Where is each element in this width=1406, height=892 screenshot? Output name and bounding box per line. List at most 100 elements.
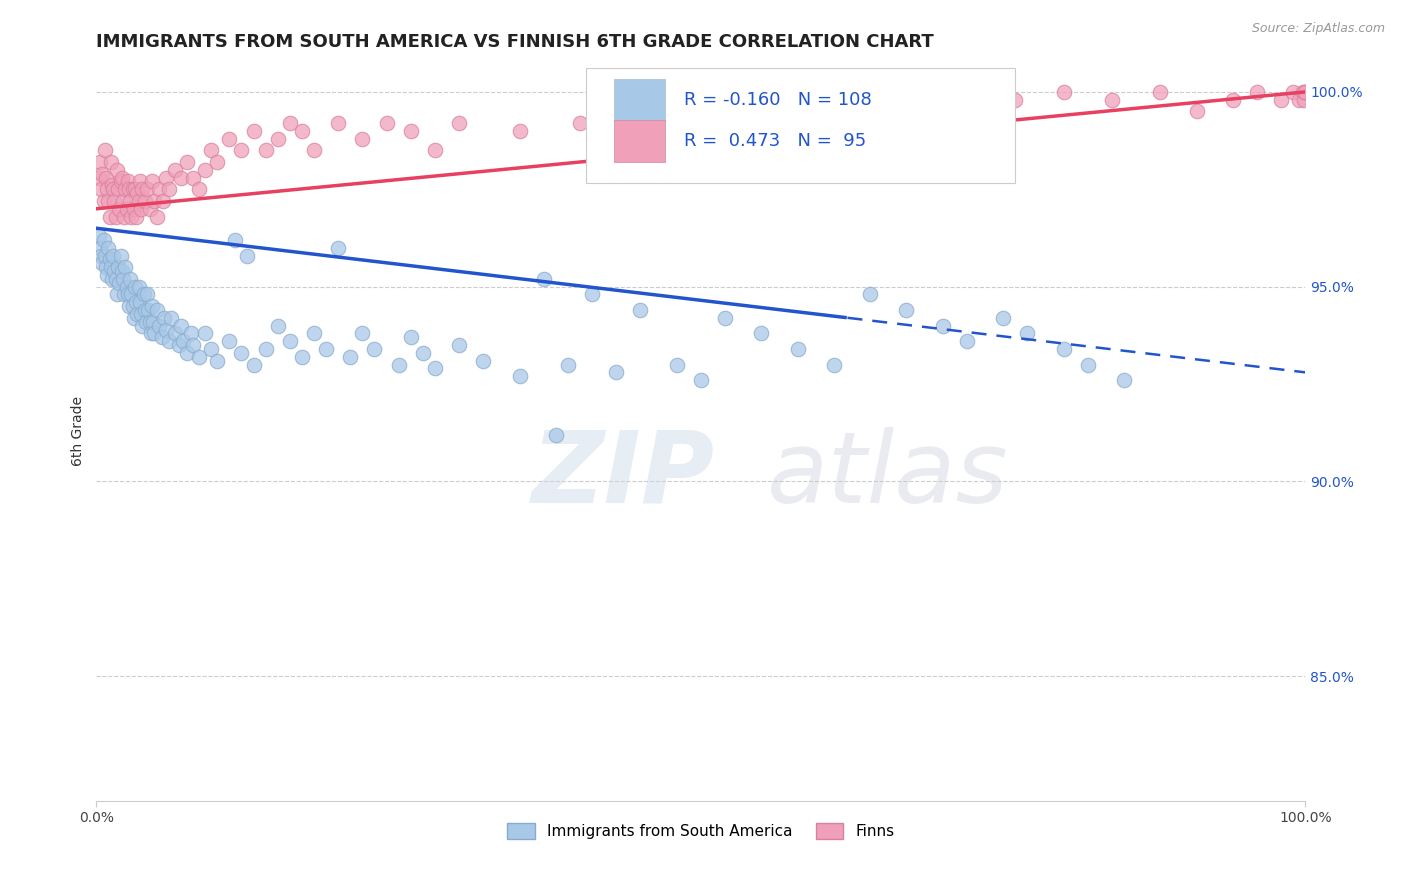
Point (1270, 93, 1292, 107)
Point (1004, 93, 1026, 107)
Point (267, 131, 290, 145)
Point (138, 315, 160, 329)
Point (339, 350, 361, 364)
Point (131, 182, 153, 196)
Point (127, 307, 149, 321)
Point (605, 144, 627, 158)
Point (96, 182, 118, 196)
Point (180, 326, 202, 341)
Point (115, 202, 138, 216)
Text: Source: ZipAtlas.com: Source: ZipAtlas.com (1251, 22, 1385, 36)
Point (141, 174, 163, 188)
Point (101, 178, 124, 193)
Point (665, 358, 688, 372)
Point (1052, 342, 1074, 356)
Point (328, 241, 350, 255)
Point (146, 210, 169, 224)
Point (399, 124, 422, 138)
Point (181, 338, 204, 352)
Point (641, 131, 664, 145)
Point (150, 330, 173, 344)
Point (134, 303, 156, 318)
Point (956, 334, 979, 349)
Point (859, 287, 882, 301)
FancyBboxPatch shape (586, 68, 1015, 183)
Point (122, 202, 145, 216)
Point (111, 170, 134, 185)
Point (176, 346, 198, 360)
Point (423, 361, 446, 376)
Point (907, 93, 929, 107)
Point (125, 210, 148, 224)
Point (108, 276, 131, 290)
Point (508, 369, 530, 384)
Point (678, 116, 700, 130)
Point (218, 334, 240, 349)
Point (118, 182, 141, 196)
Text: ZIP: ZIP (531, 426, 714, 524)
Point (399, 330, 422, 344)
Point (107, 260, 129, 275)
Point (111, 264, 134, 278)
Point (207, 155, 229, 169)
Point (100, 260, 122, 275)
Point (117, 174, 139, 188)
FancyBboxPatch shape (614, 120, 665, 162)
Point (160, 310, 183, 325)
Point (1052, 85, 1074, 99)
Point (224, 233, 246, 247)
Point (118, 299, 141, 313)
Point (1294, 93, 1316, 107)
Point (152, 194, 174, 208)
Point (94, 260, 117, 275)
Point (1292, 85, 1315, 99)
Point (278, 116, 301, 130)
Point (127, 186, 149, 201)
Point (101, 272, 124, 286)
Point (508, 124, 530, 138)
Point (176, 155, 198, 169)
Point (1246, 85, 1268, 99)
Point (93, 194, 115, 208)
Point (117, 287, 139, 301)
Point (375, 116, 398, 130)
Point (291, 124, 314, 138)
Point (103, 194, 125, 208)
Point (128, 295, 150, 310)
Point (89, 241, 111, 255)
Point (120, 272, 142, 286)
Point (200, 144, 222, 158)
Point (423, 144, 446, 158)
Point (104, 272, 127, 286)
Point (121, 299, 143, 313)
Point (1288, 93, 1310, 107)
Point (170, 318, 193, 333)
Point (163, 326, 186, 341)
Point (135, 315, 157, 329)
Point (231, 346, 253, 360)
Point (1149, 85, 1171, 99)
Point (90, 248, 112, 262)
Point (181, 170, 204, 185)
Point (231, 144, 253, 158)
Point (194, 162, 217, 177)
Point (114, 182, 136, 196)
Point (1112, 373, 1135, 387)
Point (172, 334, 194, 349)
Point (328, 116, 350, 130)
Point (1185, 104, 1208, 119)
Point (112, 287, 135, 301)
Point (114, 260, 136, 275)
Point (143, 326, 166, 341)
Point (120, 194, 142, 208)
Point (90, 182, 112, 196)
Point (628, 303, 651, 318)
Point (89, 155, 111, 169)
Point (254, 144, 277, 158)
Point (557, 358, 579, 372)
Point (120, 210, 142, 224)
Point (1222, 93, 1244, 107)
Point (87, 170, 110, 185)
Point (167, 338, 190, 352)
Point (110, 174, 132, 188)
